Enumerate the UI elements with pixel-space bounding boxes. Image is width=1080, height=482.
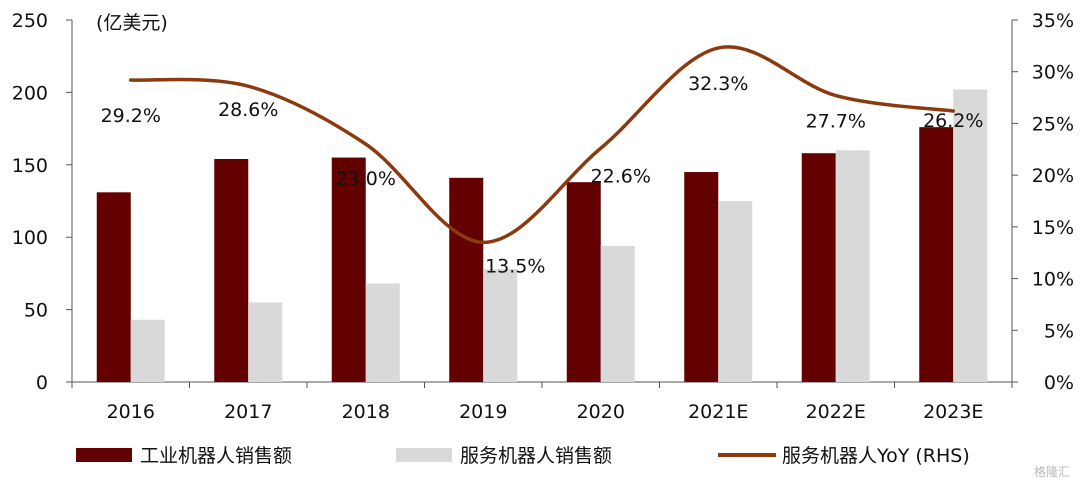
bar-industrial — [449, 177, 484, 382]
bar-service — [248, 302, 283, 382]
left-axis: 0 50 100 150 200 250 — [12, 10, 73, 394]
legend-item-yoy: 服务机器人YoY (RHS) — [718, 445, 970, 467]
legend-item-service: 服务机器人销售额 — [396, 445, 612, 467]
yoy-data-labels: 29.2% 28.6% 23.0% 13.5% 22.6% 32.3% 27.7% 26.2% — [101, 73, 984, 277]
x-tick-label: 2020 — [577, 401, 625, 423]
x-axis-ticks: 2016 2017 2018 2019 2020 2021E 2022E 2023E — [71, 382, 1013, 423]
legend-item-industrial: 工业机器人销售额 — [76, 445, 292, 467]
right-tick-label: 5% — [1044, 320, 1074, 342]
right-tick-label: 35% — [1032, 10, 1074, 32]
legend-label-industrial: 工业机器人销售额 — [140, 445, 292, 467]
x-tick-label: 2017 — [224, 401, 272, 423]
bars — [96, 89, 988, 382]
left-tick-label: 150 — [12, 155, 48, 177]
x-tick-label: 2022E — [806, 401, 866, 423]
x-tick-label: 2019 — [459, 401, 507, 423]
legend-label-yoy: 服务机器人YoY (RHS) — [782, 445, 970, 467]
x-tick-label: 2023E — [923, 401, 983, 423]
yoy-data-label: 26.2% — [923, 110, 983, 132]
bar-industrial — [919, 127, 954, 382]
legend: 工业机器人销售额 服务机器人销售额 服务机器人YoY (RHS) — [76, 445, 970, 467]
legend-label-service: 服务机器人销售额 — [460, 445, 612, 467]
right-axis: 0% 5% 10% 15% 20% 25% 30% 35% — [1011, 10, 1074, 394]
bar-service — [365, 283, 400, 382]
bar-industrial — [331, 157, 366, 382]
right-tick-label: 15% — [1032, 217, 1074, 239]
bar-industrial — [566, 182, 601, 382]
bar-service — [835, 150, 870, 382]
watermark: 格隆汇 — [1034, 464, 1070, 479]
yoy-data-label: 28.6% — [218, 99, 278, 121]
right-tick-label: 10% — [1032, 269, 1074, 291]
yoy-data-label: 22.6% — [591, 165, 651, 187]
right-tick-label: 0% — [1044, 372, 1074, 394]
left-tick-label: 100 — [12, 227, 48, 249]
bar-industrial — [684, 172, 719, 382]
yoy-data-label: 29.2% — [101, 105, 161, 127]
bar-industrial — [801, 153, 836, 382]
x-tick-label: 2018 — [342, 401, 390, 423]
bar-industrial — [214, 159, 249, 382]
left-tick-label: 50 — [24, 300, 48, 322]
left-tick-label: 250 — [12, 10, 48, 32]
left-axis-ticks: 0 50 100 150 200 250 — [12, 10, 72, 394]
yoy-data-label: 32.3% — [688, 73, 748, 95]
bar-service — [718, 201, 753, 382]
bar-service — [600, 245, 635, 382]
bar-service — [130, 319, 165, 382]
x-tick-label: 2021E — [688, 401, 748, 423]
legend-swatch-industrial — [76, 448, 132, 462]
right-tick-label: 25% — [1032, 113, 1074, 135]
unit-label: (亿美元) — [96, 12, 168, 34]
right-tick-label: 20% — [1032, 165, 1074, 187]
bar-industrial — [96, 192, 131, 382]
bar-service — [483, 269, 518, 382]
yoy-data-label: 23.0% — [336, 168, 396, 190]
legend-swatch-service — [396, 448, 452, 462]
yoy-line — [129, 45, 955, 245]
yoy-data-label: 27.7% — [806, 111, 866, 133]
left-tick-label: 200 — [12, 82, 48, 104]
x-tick-label: 2016 — [107, 401, 155, 423]
yoy-data-label: 13.5% — [485, 255, 545, 277]
right-tick-label: 30% — [1032, 62, 1074, 84]
left-tick-label: 0 — [36, 372, 48, 394]
bar-service — [953, 89, 988, 382]
right-axis-ticks: 0% 5% 10% 15% 20% 25% 30% 35% — [1012, 10, 1074, 394]
